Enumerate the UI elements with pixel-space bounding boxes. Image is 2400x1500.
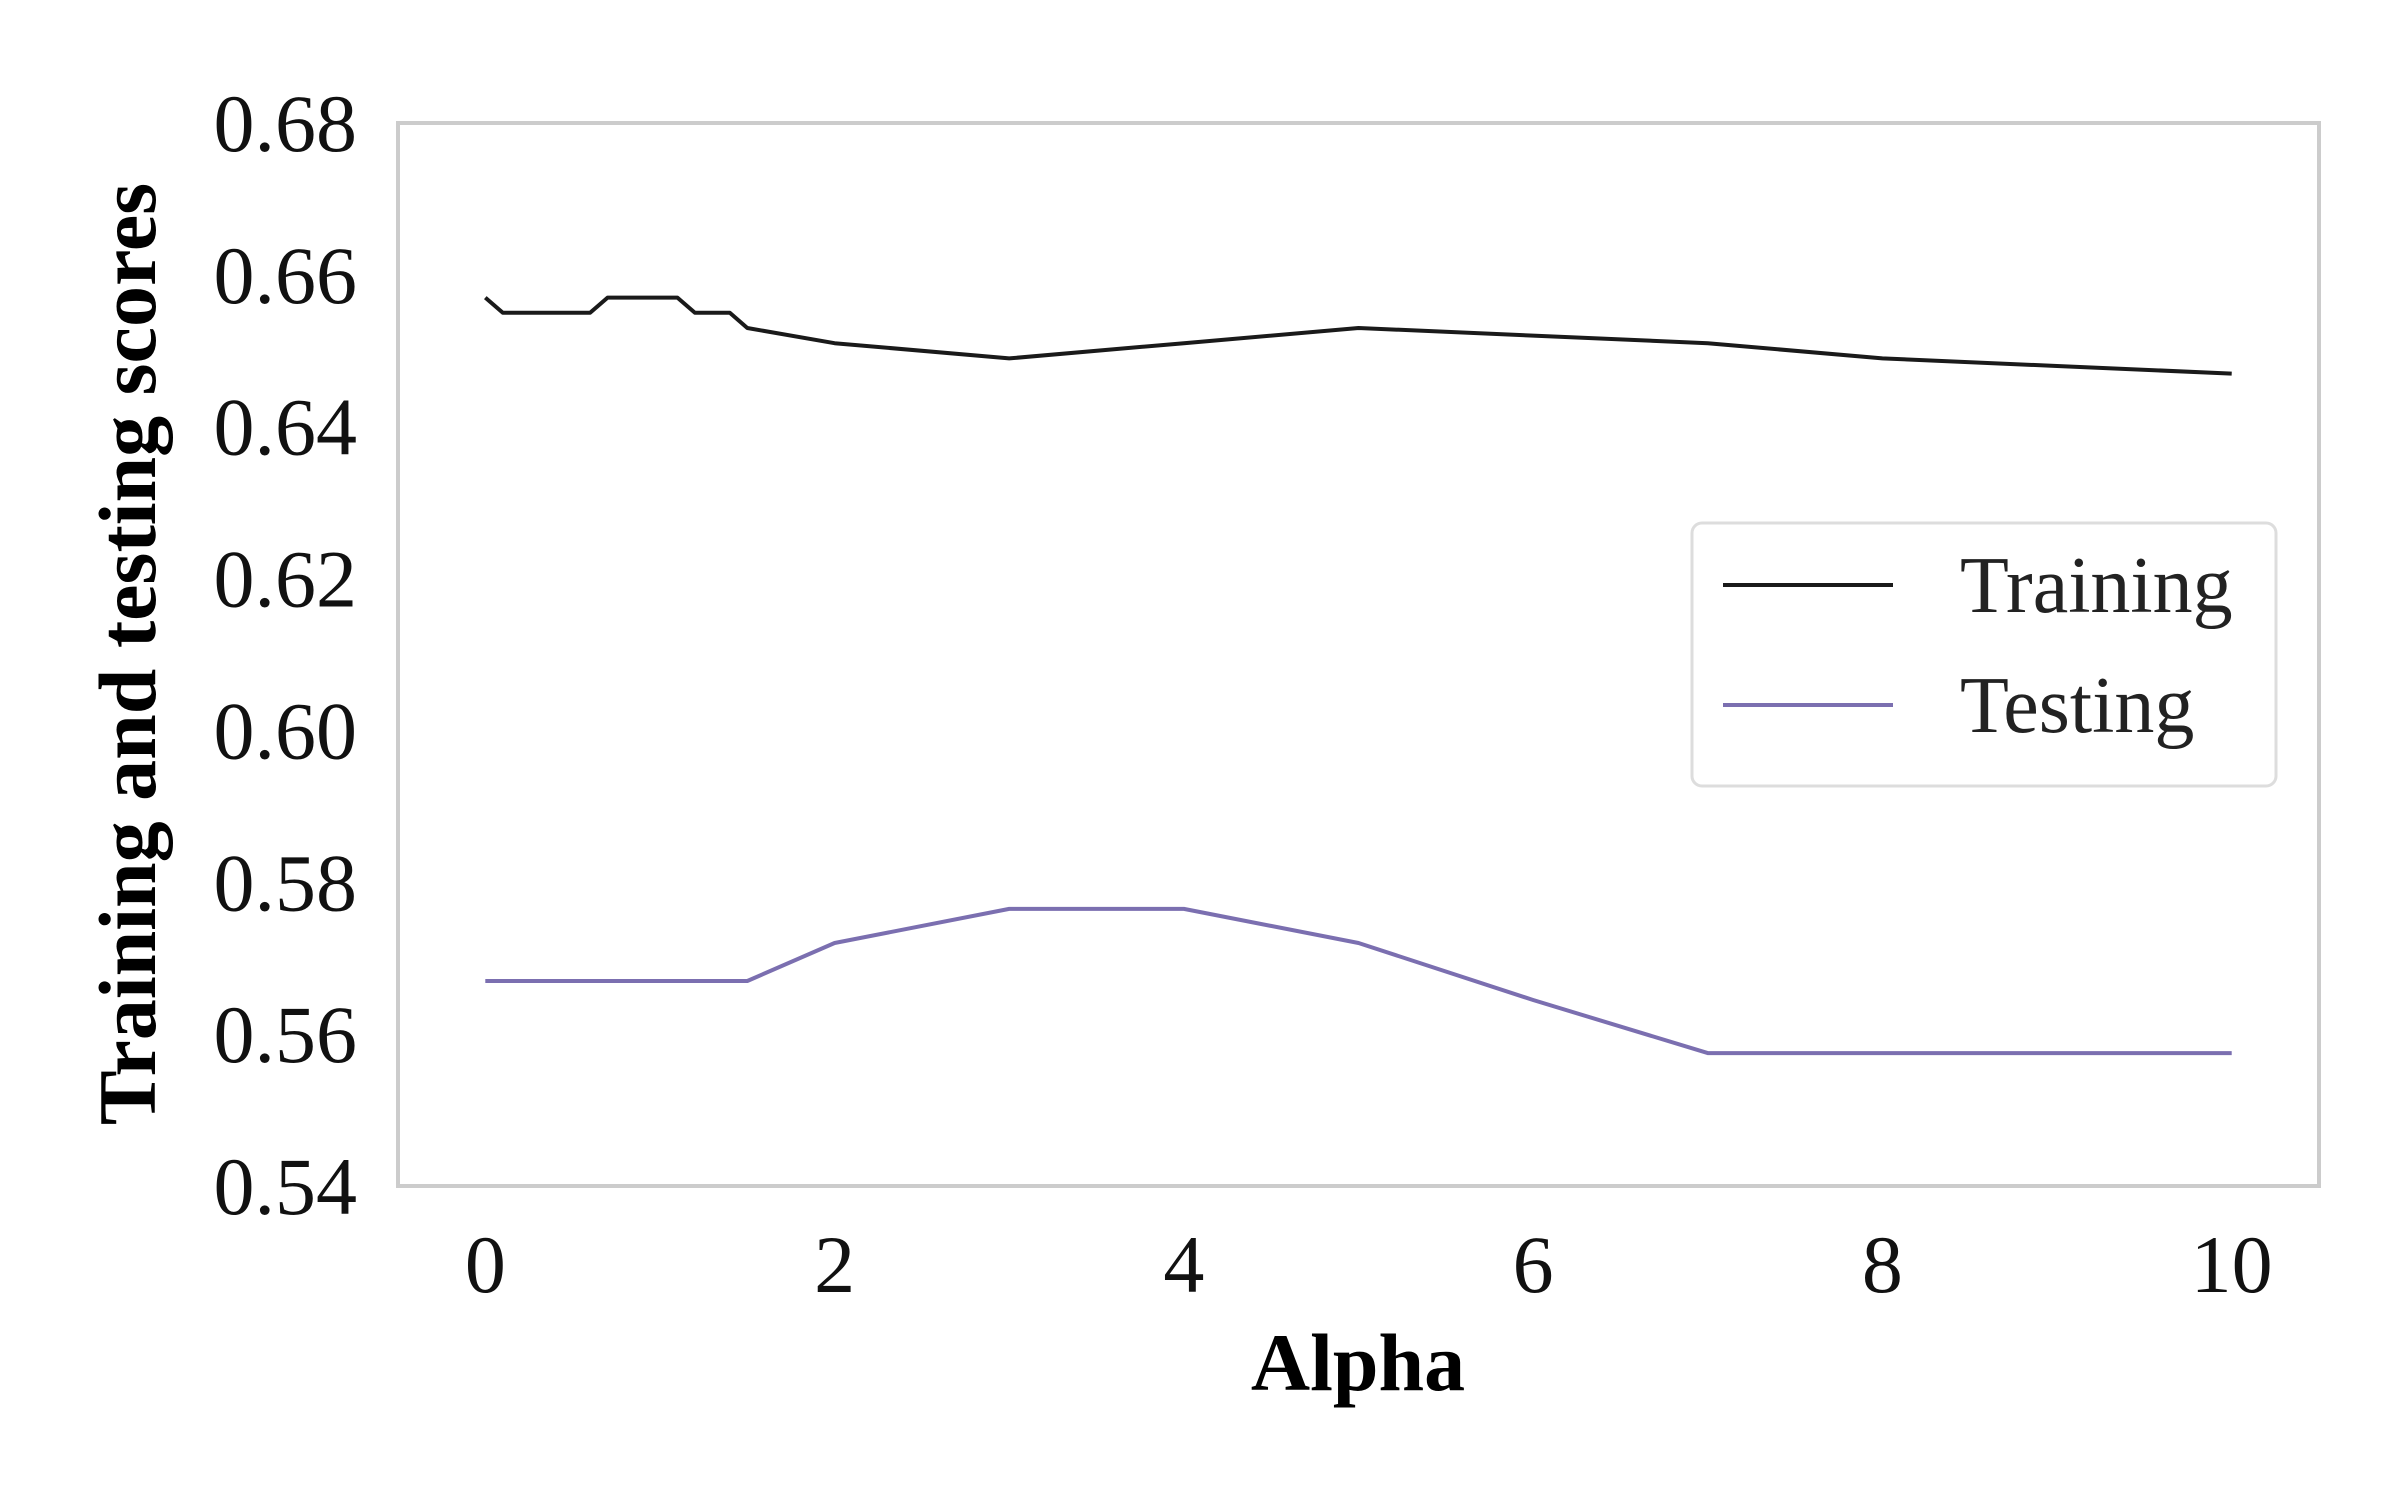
y-tick-label: 0.58: [214, 837, 358, 928]
y-tick-label: 0.62: [214, 534, 358, 625]
plot-frame: [396, 121, 2321, 1188]
y-tick-label: 0.56: [214, 989, 358, 1080]
y-axis-ticks: 0.54 0.56 0.58 0.60 0.62 0.64 0.66 0.68: [214, 78, 358, 1232]
x-tick-label: 0: [465, 1219, 506, 1310]
x-tick-label: 10: [2191, 1219, 2273, 1310]
legend-label-testing: Testing: [1960, 662, 2194, 750]
x-tick-label: 8: [1862, 1219, 1903, 1310]
y-tick-label: 0.60: [214, 685, 358, 776]
y-tick-label: 0.64: [214, 382, 358, 473]
y-tick-label: 0.68: [214, 78, 358, 169]
legend-box: [1690, 521, 2278, 788]
legend: Training Testing: [1690, 521, 2278, 788]
x-tick-label: 4: [1163, 1219, 1204, 1310]
x-tick-label: 6: [1513, 1219, 1554, 1310]
y-tick-label: 0.54: [214, 1141, 358, 1232]
series-layer: [483, 295, 2232, 1056]
legend-label-training: Training: [1960, 542, 2233, 630]
y-axis-title: Training and testing scores: [82, 183, 173, 1125]
series-line-training: [483, 295, 2232, 376]
x-axis-title: Alpha: [1251, 1317, 1465, 1408]
y-tick-label: 0.66: [214, 230, 358, 321]
x-tick-label: 2: [814, 1219, 855, 1310]
series-line-testing: [485, 906, 2232, 1056]
x-axis-ticks: 0 2 4 6 8 10: [465, 1219, 2273, 1310]
